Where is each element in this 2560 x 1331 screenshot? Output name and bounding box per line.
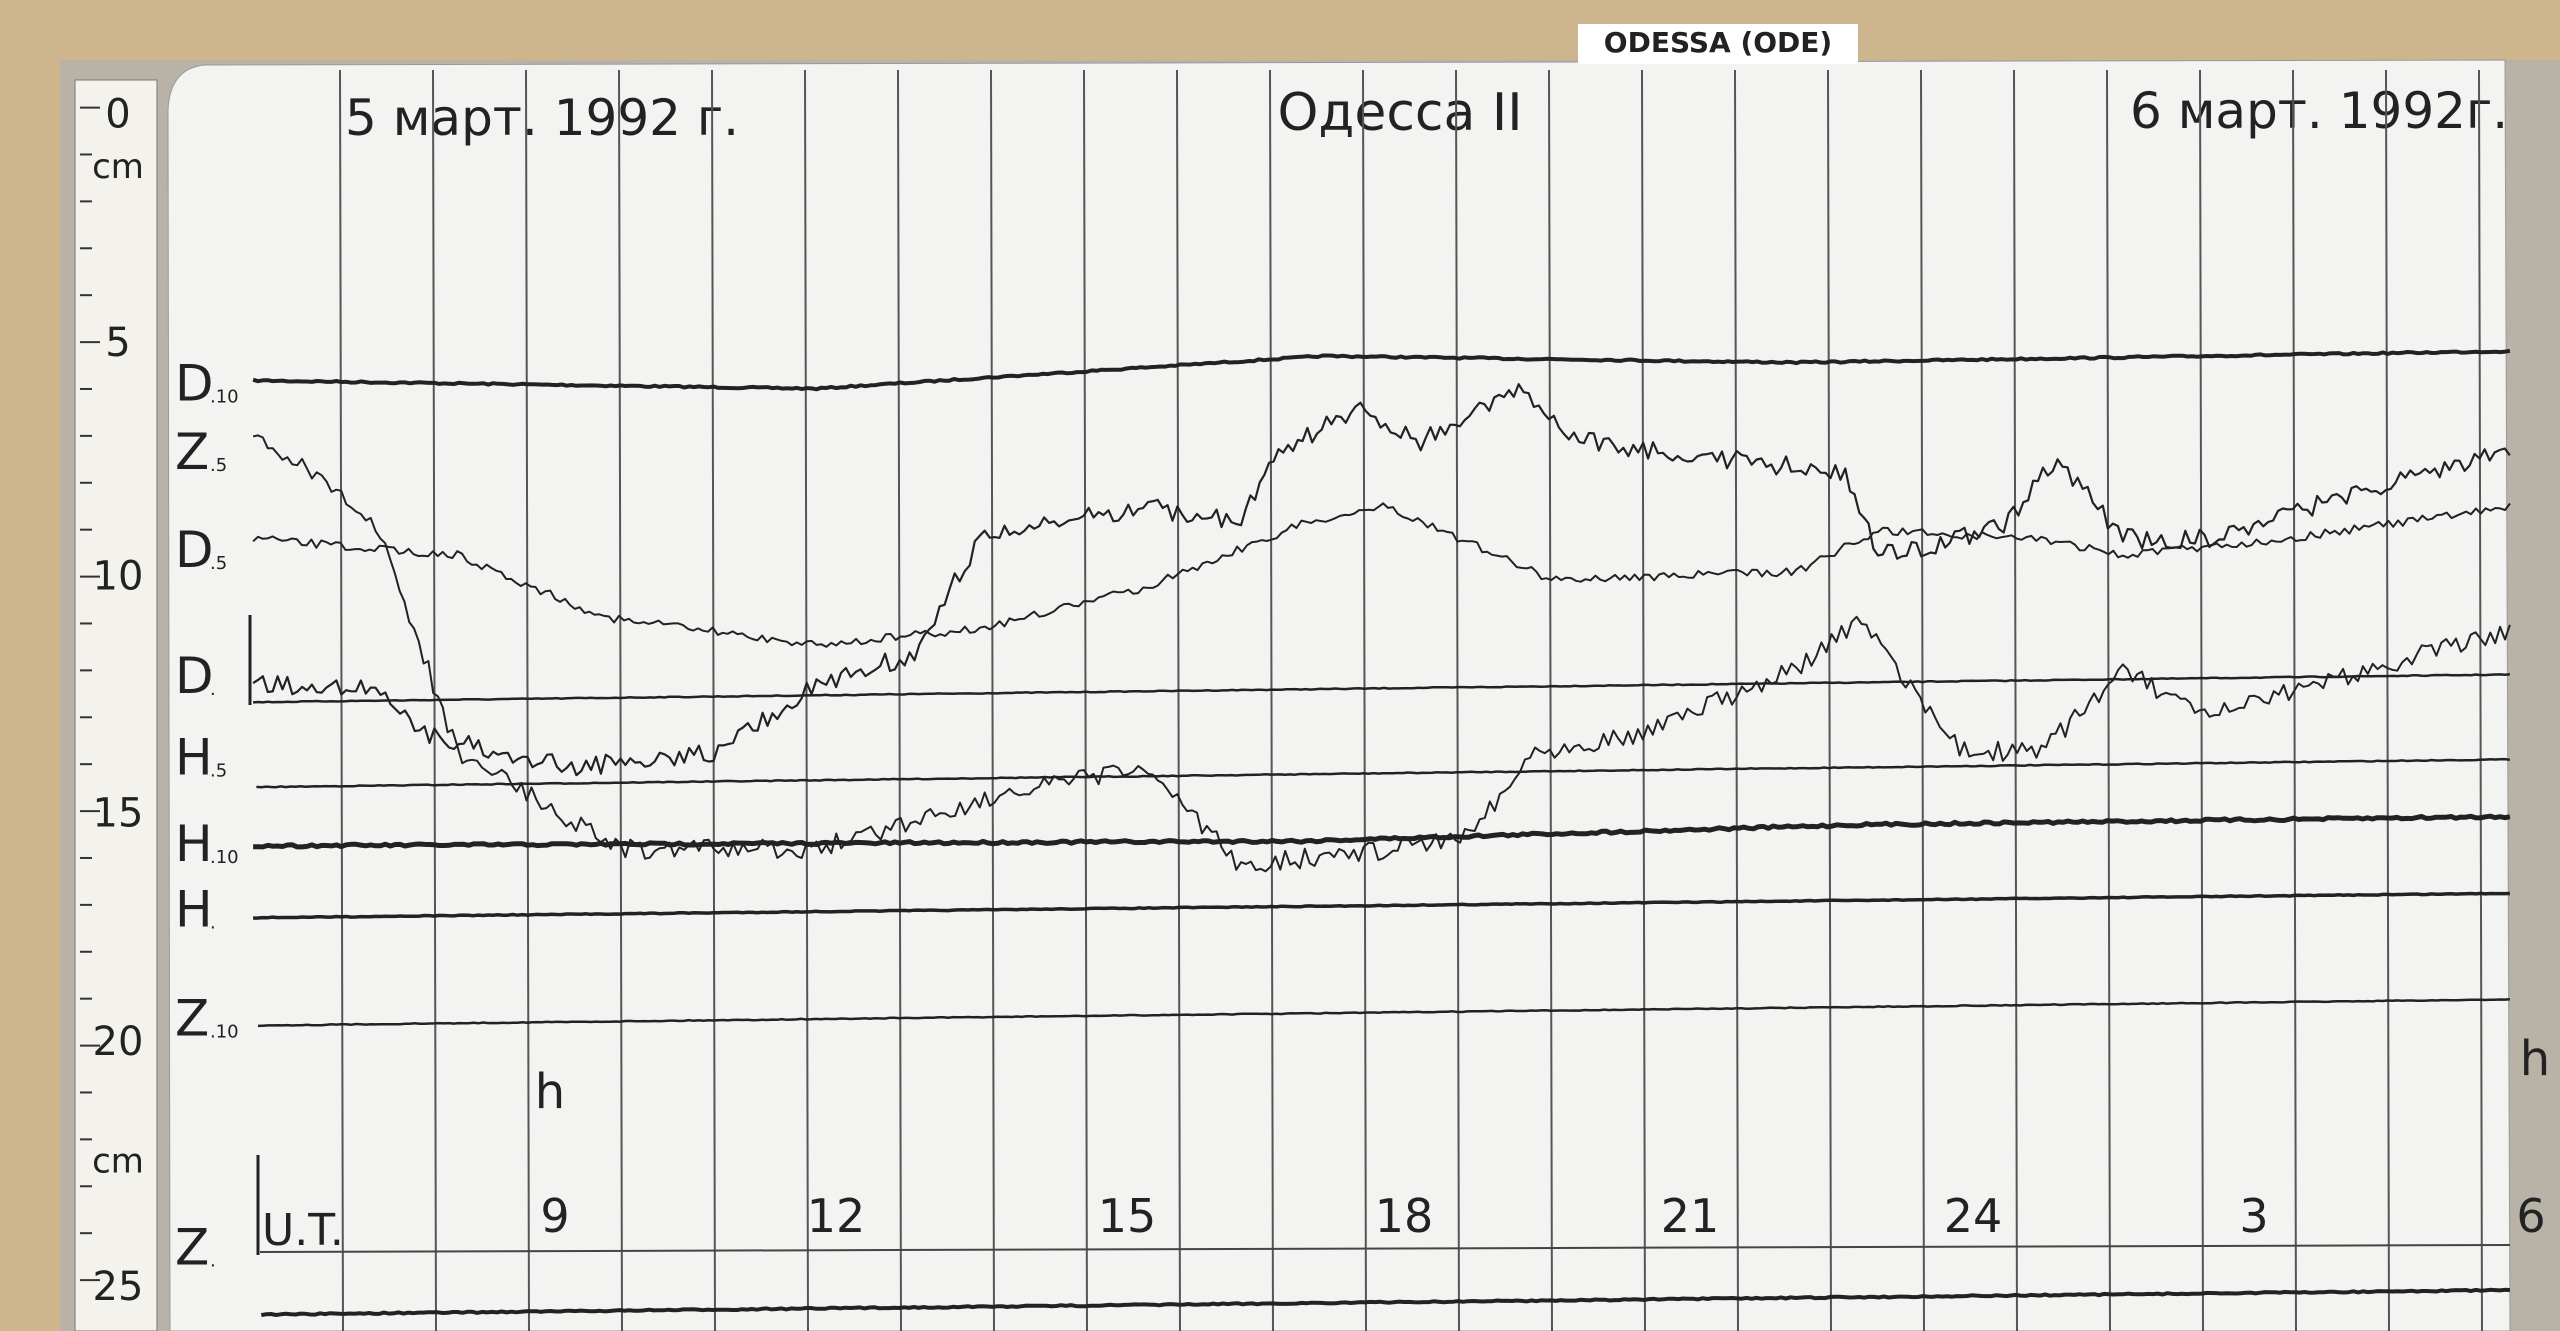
time-label: 21 [1661, 1189, 1720, 1243]
scale-label: 15 [93, 791, 144, 837]
trace [256, 757, 2511, 789]
scale-label: 10 [93, 554, 144, 600]
paper-line [804, 69, 809, 1331]
paper [167, 59, 2511, 1331]
paper-line [2385, 69, 2390, 1331]
trace-label: H [175, 880, 213, 938]
trace-sub: .10 [210, 1022, 239, 1043]
trace [257, 998, 2510, 1028]
paper-line [1455, 69, 1460, 1331]
trace [253, 891, 2510, 920]
trace-label: D [175, 354, 214, 412]
trace-label: H [175, 728, 213, 786]
time-unit: U.T. [262, 1205, 344, 1256]
trace [252, 502, 2511, 648]
paper-line [2013, 69, 2018, 1331]
scale-label: 25 [93, 1264, 144, 1310]
paper-line [897, 69, 902, 1331]
time-label: 18 [1375, 1189, 1434, 1243]
time-label: 15 [1098, 1189, 1157, 1243]
time-label: 24 [1944, 1189, 2003, 1243]
trace [252, 348, 2511, 392]
trace-sub: . [210, 679, 216, 700]
scale-label: 5 [105, 320, 130, 366]
time-label: 12 [807, 1189, 866, 1243]
time-label: 3 [2239, 1189, 2268, 1243]
paper-line [1734, 69, 1739, 1331]
scale-strip [74, 79, 158, 1331]
scale-label: cm [92, 147, 144, 187]
paper-line [1548, 69, 1553, 1331]
paper-line [1176, 69, 1181, 1331]
scale-label: 0 [105, 92, 130, 138]
paper-line [618, 69, 623, 1331]
time-label: 6 [2516, 1189, 2545, 1243]
paper-line [990, 69, 995, 1331]
scale-label: cm [92, 1142, 144, 1182]
scale-label: 20 [93, 1019, 144, 1065]
trace-label: H [175, 815, 213, 873]
paper-line [1641, 69, 1646, 1331]
trace-label: D [175, 647, 214, 705]
station-tag-text: ODESSA (ODE) [1604, 26, 1832, 59]
trace-label: Z [175, 423, 209, 481]
station-name: Одесса II [1277, 83, 1522, 143]
trace-label: Z [175, 990, 209, 1048]
trace-sub: .5 [210, 553, 227, 574]
paper-line [2478, 69, 2483, 1331]
paper-line [2292, 69, 2297, 1331]
trace-sub: .10 [210, 386, 239, 407]
paper-line [525, 69, 530, 1331]
station-tag [1578, 24, 1858, 64]
hour-mark: h [535, 1064, 565, 1120]
paper-line [1269, 69, 1274, 1331]
trace-sub: .10 [210, 847, 239, 868]
time-label: 9 [540, 1189, 569, 1243]
hour-mark: h [2520, 1031, 2550, 1087]
time-axis [259, 1244, 2511, 1253]
paper-line [1827, 69, 1832, 1331]
paper-line [2106, 69, 2111, 1331]
trace-sub: .5 [210, 455, 227, 476]
paper-line [2199, 69, 2204, 1331]
date-left: 5 март. 1992 г. [345, 89, 739, 147]
trace [252, 434, 2511, 873]
grid [80, 69, 2483, 1331]
trace [260, 1287, 2511, 1318]
paper-line [1920, 69, 1925, 1331]
trace-sub: .5 [210, 760, 227, 781]
paper-line [1083, 69, 1088, 1331]
date-right: 6 март. 1992г. [2130, 82, 2508, 140]
paper-line [1362, 69, 1367, 1331]
trace-label: Z [175, 1218, 209, 1276]
trace-sub: . [210, 912, 216, 933]
trace-label: D [175, 521, 214, 579]
paper-line [711, 69, 716, 1331]
trace [252, 383, 2511, 777]
curves [248, 348, 2511, 1318]
trace-sub: . [210, 1250, 216, 1271]
